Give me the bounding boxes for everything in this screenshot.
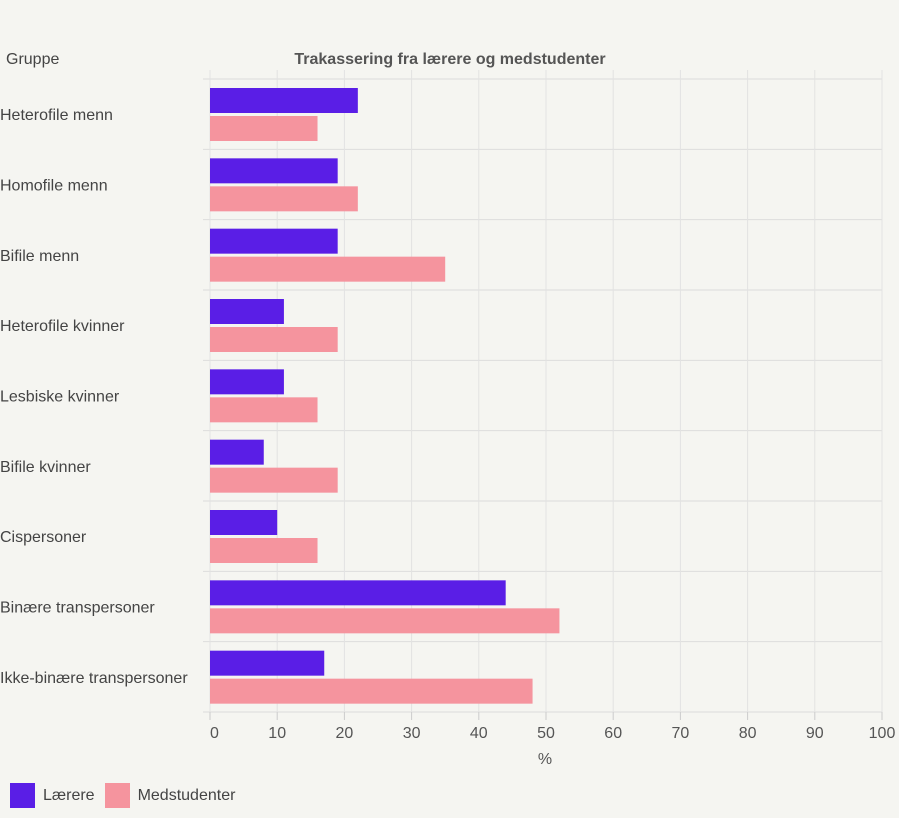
bar-laerere[interactable]	[210, 510, 278, 535]
category-label: Bifile menn	[0, 248, 79, 265]
bar-medstudenter[interactable]	[210, 678, 533, 704]
x-tick-label: 90	[806, 725, 824, 742]
bar-chart: Gruppe Trakassering fra lærere og medstu…	[0, 51, 896, 768]
bar-laerere[interactable]	[210, 158, 338, 184]
legend-label-laerere: Lærere	[43, 786, 95, 804]
category-label: Cispersoner	[0, 529, 87, 546]
category-label: Heterofile kvinner	[0, 318, 125, 335]
legend-item-laerere[interactable]: Lærere	[10, 783, 95, 808]
bar-laerere[interactable]	[210, 580, 506, 606]
x-tick-label: 20	[336, 725, 354, 742]
category-label: Ikke-binære transpersoner	[0, 670, 188, 687]
category-label: Heterofile menn	[0, 107, 113, 124]
category-label: Binære transpersoner	[0, 600, 155, 617]
bars-group	[210, 88, 560, 704]
bar-medstudenter[interactable]	[210, 608, 560, 634]
bar-medstudenter[interactable]	[210, 467, 338, 493]
x-tick-label: 70	[672, 725, 690, 742]
x-tick-label: 40	[470, 725, 488, 742]
x-tick-label: 100	[869, 725, 896, 742]
bar-medstudenter[interactable]	[210, 256, 446, 282]
category-labels: Heterofile menn Homofile menn Bifile menn H…	[0, 107, 188, 687]
bar-laerere[interactable]	[210, 650, 325, 676]
bar-laerere[interactable]	[210, 228, 338, 254]
legend-swatch-laerere	[10, 783, 35, 808]
bar-medstudenter[interactable]	[210, 397, 318, 423]
bar-medstudenter[interactable]	[210, 538, 318, 563]
legend-label-medstudenter: Medstudenter	[137, 786, 236, 804]
bar-medstudenter[interactable]	[210, 186, 358, 212]
bar-medstudenter[interactable]	[210, 327, 338, 352]
x-tick-label: 80	[739, 725, 757, 742]
category-label: Homofile menn	[0, 178, 108, 195]
bar-laerere[interactable]	[210, 299, 284, 324]
x-axis-ticks: 0 10 20 30 40 50 60 70 80 90 100	[209, 712, 896, 742]
legend: Lærere Medstudenter	[10, 783, 245, 808]
x-tick-label: 50	[537, 725, 555, 742]
chart-title: Trakassering fra lærere og medstudenter	[294, 51, 605, 68]
bar-medstudenter[interactable]	[210, 116, 318, 141]
x-tick-label: 10	[268, 725, 286, 742]
category-header: Gruppe	[6, 51, 59, 68]
category-label: Bifile kvinner	[0, 459, 91, 476]
x-axis-label: %	[538, 751, 552, 768]
bar-laerere[interactable]	[210, 439, 264, 465]
x-tick-label: 60	[604, 725, 622, 742]
legend-item-medstudenter[interactable]: Medstudenter	[104, 783, 236, 808]
bar-laerere[interactable]	[210, 88, 358, 113]
legend-swatch-medstudenter	[104, 783, 130, 808]
x-tick-label: 0	[210, 725, 219, 742]
category-label: Lesbiske kvinner	[0, 389, 120, 406]
bar-laerere[interactable]	[210, 369, 284, 395]
x-tick-label: 30	[403, 725, 421, 742]
